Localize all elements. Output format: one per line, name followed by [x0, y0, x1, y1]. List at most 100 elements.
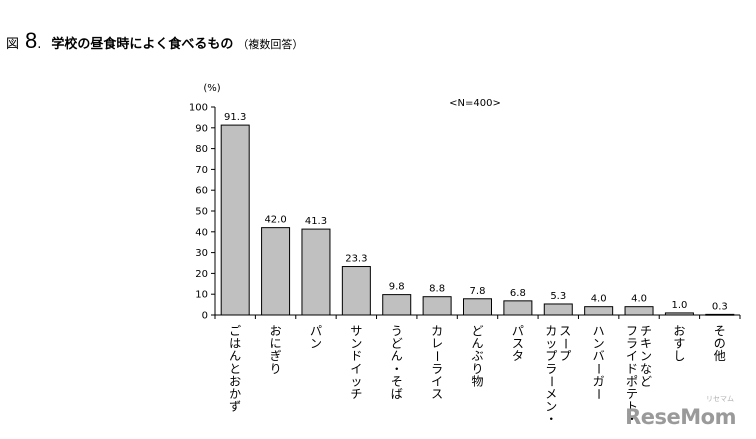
category-label-char: か — [229, 387, 241, 401]
category-label-char: ガ — [593, 374, 605, 388]
category-label-char: ば — [391, 387, 403, 401]
category-label-char: ぶ — [471, 349, 483, 363]
category-label-char: ス — [559, 324, 571, 338]
category-label-char: の — [714, 337, 726, 351]
category-label-char: ん — [229, 349, 241, 363]
figure-prefix: 図 — [6, 37, 20, 52]
value-label: 4.0 — [591, 294, 607, 305]
value-labels: 91.3 42.0 41.3 23.3 9.8 8.8 7.8 6.8 5.3 4.0 4.0 1.0… — [224, 112, 728, 312]
category-label-char: ・ — [626, 412, 638, 426]
figure-title: 図 8 . 学校の昼食時によく食べるもの （複数回答） — [6, 28, 303, 54]
bar — [463, 298, 492, 316]
category-label-char: ど — [391, 337, 403, 351]
y-axis-ticks: 0 10 20 30 40 50 60 70 80 90 100 — [189, 103, 741, 322]
category-label-char: と — [229, 362, 241, 376]
category-label-char: ッ — [350, 374, 362, 388]
y-tick-label: 70 — [195, 165, 208, 176]
y-tick-label: 40 — [195, 227, 208, 238]
sample-size-annotation: <N=400> — [449, 98, 501, 109]
value-label: 9.8 — [389, 282, 405, 293]
category-label-char: チ — [640, 324, 652, 338]
category-label-char: プ — [545, 349, 557, 363]
value-label: 1.0 — [671, 300, 687, 311]
category-label-char: ン — [593, 337, 605, 351]
bar — [382, 294, 412, 316]
category-label-char: ご — [229, 323, 241, 338]
category-label-char: プ — [559, 349, 571, 363]
category-label-char: ン — [350, 337, 362, 351]
value-label: 0.3 — [712, 301, 728, 312]
category-label-char: フ — [626, 324, 638, 338]
category-label-char: ド — [350, 349, 362, 363]
category-label-char: ッ — [545, 337, 557, 351]
category-label-char: ト — [626, 400, 638, 414]
category-label-char: パ — [310, 324, 322, 338]
category-label-char: ハ — [593, 324, 605, 338]
category-label: おすし — [673, 324, 685, 363]
bar — [261, 227, 291, 316]
category-label: うどん・そば — [391, 324, 403, 401]
category-label-char: サ — [350, 324, 362, 338]
category-label-char: は — [229, 337, 241, 351]
bar — [503, 300, 533, 316]
category-label-char: テ — [626, 387, 638, 401]
category-label-char: パ — [512, 324, 524, 338]
y-tick-label: 100 — [189, 103, 208, 114]
value-label: 5.3 — [550, 291, 566, 302]
figure-subtitle: （複数回答） — [237, 38, 304, 51]
category-label-char: ン — [640, 349, 652, 363]
category-label: パン — [310, 324, 322, 351]
figure-title-text: 学校の昼食時によく食べるもの — [51, 37, 234, 52]
category-label-char: り — [270, 362, 282, 376]
category-label-char: カ — [431, 324, 443, 338]
category-label-char: ー — [544, 375, 558, 387]
category-label-char: ン — [545, 400, 557, 414]
category-label-char: お — [229, 374, 241, 388]
category-label-char: に — [270, 337, 282, 351]
bar — [220, 124, 250, 316]
bars — [220, 124, 735, 316]
category-label-char: し — [673, 349, 685, 363]
bar — [301, 228, 331, 316]
value-label: 6.8 — [510, 288, 526, 299]
value-label: 23.3 — [345, 254, 367, 265]
category-label-char: ん — [391, 349, 403, 363]
y-tick-label: 10 — [195, 290, 208, 301]
category-labels: ごはんとおかずおにぎりパンサンドイッチうどん・そばカレーライスどんぶり物パスタス… — [229, 323, 726, 426]
watermark-text: ReseMom — [625, 405, 736, 429]
category-label-char: イ — [350, 362, 362, 376]
category-label-char: ラ — [431, 362, 443, 376]
bar — [422, 296, 452, 316]
y-tick-label: 80 — [195, 144, 208, 155]
category-label-char: そ — [391, 374, 403, 388]
y-tick-label: 0 — [202, 311, 208, 322]
category-label-char: キ — [640, 337, 652, 351]
category-label-char: ん — [471, 337, 483, 351]
y-tick-label: 20 — [195, 269, 208, 280]
category-label-char: す — [673, 337, 685, 351]
value-label: 7.8 — [470, 286, 486, 297]
category-label-char: レ — [431, 337, 443, 351]
value-label: 91.3 — [224, 112, 246, 123]
value-label: 41.3 — [305, 216, 327, 227]
y-tick-label: 50 — [195, 207, 208, 218]
bar — [624, 306, 654, 316]
bar — [543, 303, 573, 316]
category-label-char: 他 — [714, 349, 726, 363]
figure-number: 8 — [25, 28, 38, 53]
category-label-char: ン — [310, 337, 322, 351]
category-label-char: ・ — [391, 362, 403, 376]
category-label-char: ぎ — [270, 349, 282, 363]
value-label: 4.0 — [631, 294, 647, 305]
category-label-char: タ — [512, 349, 524, 363]
category-label-char: ラ — [545, 362, 557, 376]
category-label-char: そ — [714, 324, 726, 338]
category-label-char: ド — [626, 362, 638, 376]
